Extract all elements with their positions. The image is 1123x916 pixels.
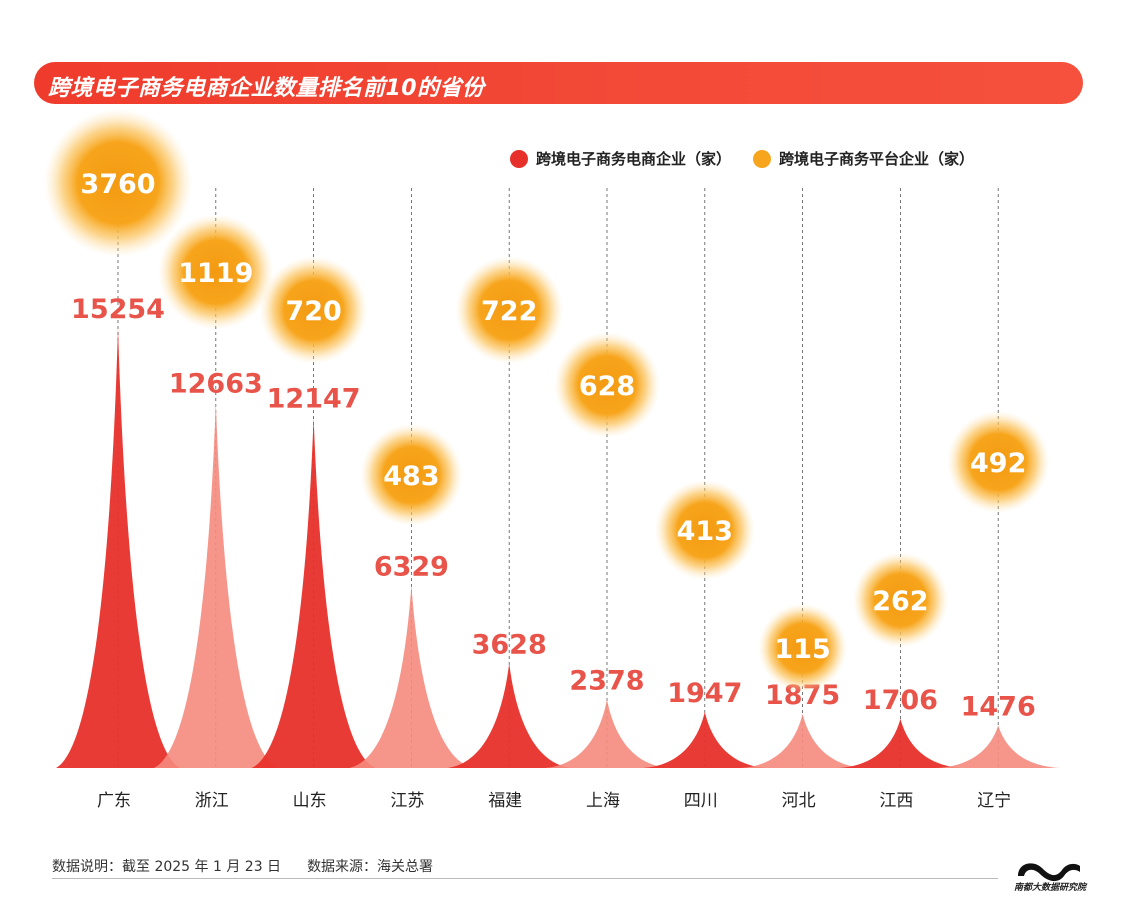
peak-value-label: 1706 <box>863 685 938 716</box>
bubble-value-label: 413 <box>677 516 733 547</box>
category-label: 江西 <box>879 791 913 811</box>
bubble-mark <box>158 214 274 330</box>
bubble-mark <box>44 109 192 257</box>
peak-mark <box>740 713 865 768</box>
category-label: 福建 <box>488 791 522 811</box>
bubble-mark <box>654 480 755 580</box>
bubble-mark <box>554 332 660 438</box>
bubble-value-label: 720 <box>285 296 341 327</box>
footer-divider <box>52 878 998 879</box>
logo-icon <box>1018 863 1080 882</box>
bubble-mark <box>455 256 563 364</box>
peak-mark <box>936 725 1061 768</box>
title-bar: 跨境电子商务电商企业数量排名前10的省份 <box>34 62 1083 104</box>
legend-item-series1: 跨境电子商务电商企业（家） <box>510 148 731 169</box>
bubble-mark <box>758 603 847 693</box>
footer-note: 数据说明：截至 2025 年 1 月 23 日 数据来源：海关总署 <box>52 856 433 876</box>
peak-mark <box>349 585 474 768</box>
peak-value-label: 1476 <box>961 691 1036 722</box>
peak-value-label: 3628 <box>472 629 547 660</box>
peak-mark <box>251 417 376 768</box>
legend-dot-series2 <box>753 149 772 168</box>
category-label: 四川 <box>684 791 718 811</box>
bubble-mark <box>852 552 948 648</box>
bubble-mark <box>259 256 368 364</box>
peak-value-label: 2378 <box>569 665 644 696</box>
bubble-value-label: 483 <box>383 461 439 492</box>
bubble-value-label: 115 <box>774 634 830 665</box>
bubble-value-label: 628 <box>579 371 635 402</box>
logo-text: 南都大数据研究院 <box>1014 883 1087 893</box>
peak-mark <box>153 402 278 768</box>
peak-value-label: 6329 <box>374 551 449 582</box>
category-label: 辽宁 <box>977 791 1011 811</box>
legend-item-series2: 跨境电子商务平台企业（家） <box>753 148 974 169</box>
legend-dot-series1 <box>510 149 528 168</box>
legend-label-series2: 跨境电子商务平台企业（家） <box>779 150 975 168</box>
legend-label-series1: 跨境电子商务电商企业（家） <box>536 150 732 168</box>
bubble-value-label: 262 <box>872 586 928 617</box>
peak-mark <box>642 711 767 768</box>
bubble-value-label: 492 <box>970 448 1026 479</box>
peak-value-label: 12147 <box>267 384 361 415</box>
peak-value-label: 15254 <box>71 294 165 325</box>
bubble-value-label: 3760 <box>80 169 155 200</box>
category-label: 广东 <box>97 791 131 811</box>
data-note: 数据说明：截至 2025 年 1 月 23 日 <box>52 859 282 875</box>
bubble-mark <box>360 424 463 526</box>
peak-value-label: 1947 <box>667 678 742 709</box>
peak-mark <box>838 718 963 768</box>
category-label: 江苏 <box>390 791 424 811</box>
peak-mark <box>447 663 572 768</box>
peak-value-label: 12663 <box>169 369 263 400</box>
category-label: 河北 <box>782 791 816 811</box>
category-label: 上海 <box>586 791 620 811</box>
data-source: 数据来源：海关总署 <box>307 859 434 875</box>
peak-mark <box>545 699 669 768</box>
category-label: 浙江 <box>195 791 229 811</box>
bubble-value-label: 722 <box>481 296 537 327</box>
bubble-mark <box>947 410 1050 514</box>
chart-title: 跨境电子商务电商企业数量排名前10的省份 <box>48 76 485 101</box>
category-label: 山东 <box>293 791 327 811</box>
peak-mark <box>56 328 180 768</box>
legend: 跨境电子商务电商企业（家） 跨境电子商务平台企业（家） <box>510 148 974 169</box>
bubble-value-label: 1119 <box>178 258 253 289</box>
